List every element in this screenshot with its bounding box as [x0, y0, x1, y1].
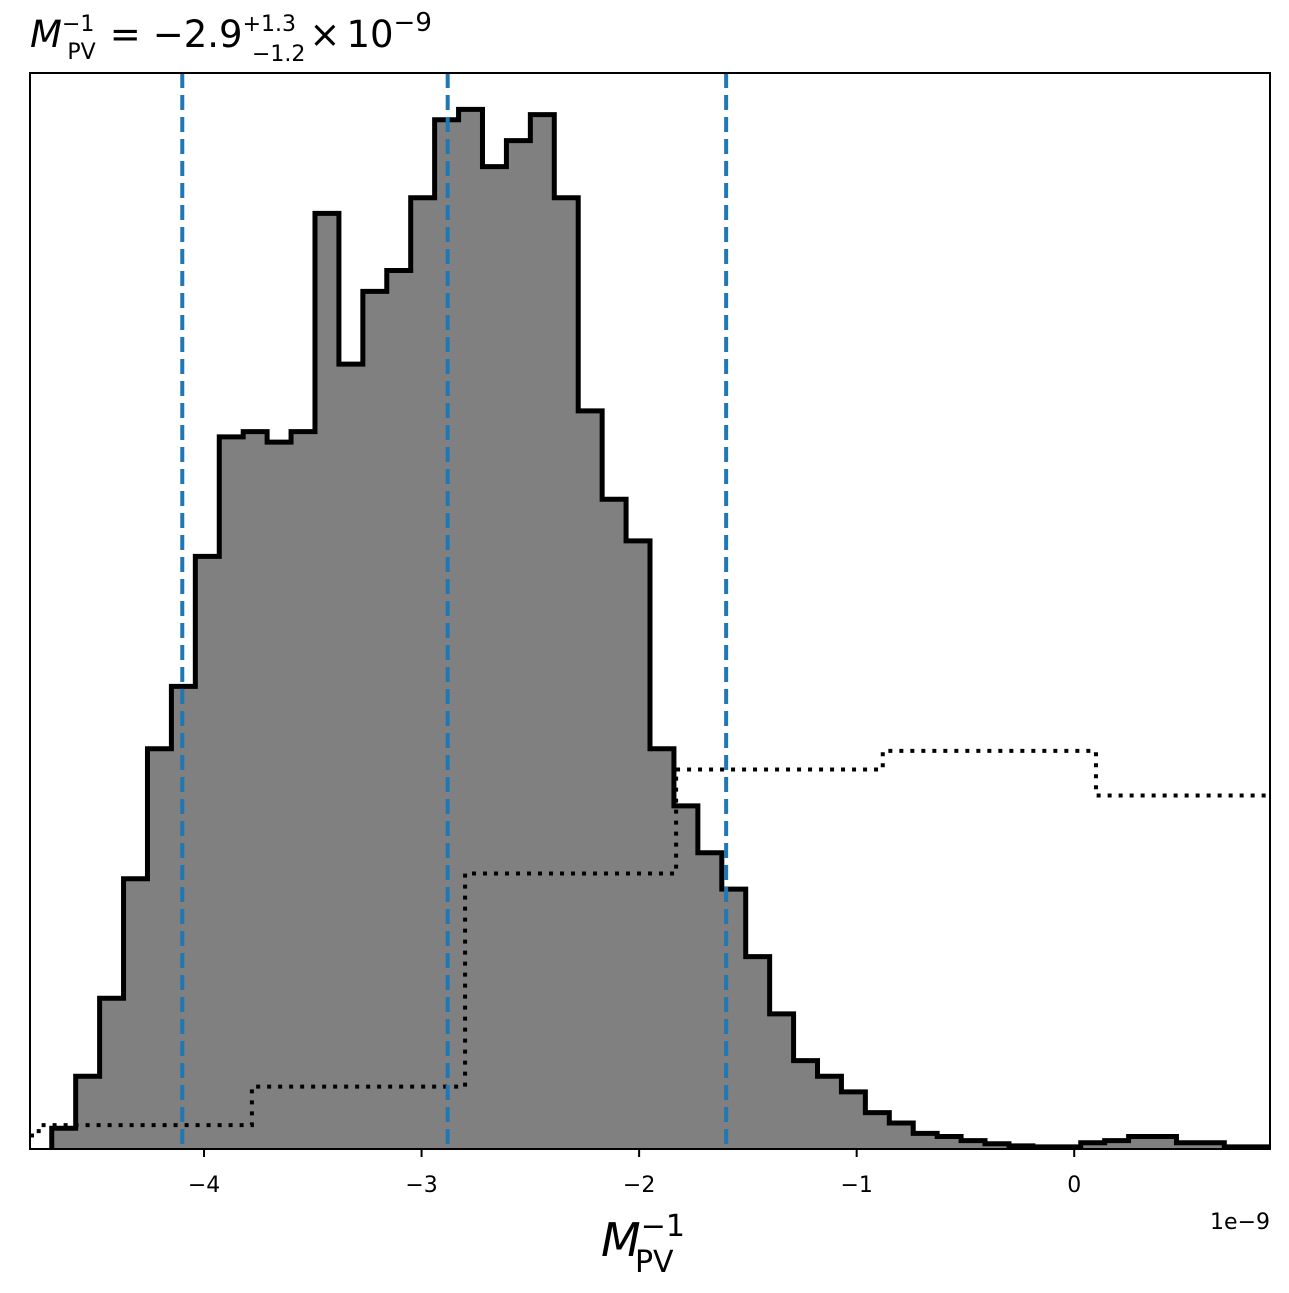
title-times: × — [309, 13, 340, 56]
posterior-bar — [602, 499, 627, 1149]
title-equals: = — [110, 13, 141, 56]
posterior-bar — [745, 956, 771, 1149]
posterior-bar — [841, 1091, 866, 1149]
posterior-bar — [291, 431, 316, 1149]
title-symbol-superscript: −1 — [62, 12, 94, 37]
posterior-bar — [147, 748, 172, 1149]
posterior-bar — [626, 540, 651, 1149]
posterior-bar — [243, 431, 268, 1149]
posterior-step-outline — [49, 106, 1270, 1149]
title-symbol: M — [30, 13, 62, 56]
chart-title: M−1 PV = −2.9+1.3 −1.2 × 10−9 — [30, 8, 432, 67]
posterior-bar — [554, 197, 579, 1149]
plot-area: −4 −3 −2 −1 0 — [29, 72, 1271, 1198]
posterior-bar — [1152, 1136, 1177, 1149]
posterior-bar — [697, 852, 723, 1149]
posterior-bar — [195, 556, 220, 1149]
posterior-bar — [769, 1013, 795, 1149]
xlabel-superscript: −1 — [641, 1209, 685, 1244]
x-tick-label: 0 — [1067, 1173, 1081, 1198]
posterior-bar — [482, 166, 507, 1149]
title-exponent-base: 10 — [346, 13, 393, 56]
posterior-bar — [961, 1140, 986, 1149]
title-exponent-power: −9 — [394, 8, 432, 38]
posterior-bar — [267, 442, 292, 1149]
xlabel-symbol: M — [601, 1213, 641, 1267]
posterior-bar — [865, 1112, 890, 1149]
posterior-bar — [506, 140, 531, 1149]
posterior-bar — [75, 1076, 101, 1149]
title-symbol-subscript: PV — [67, 40, 95, 65]
posterior-bar — [51, 1128, 77, 1149]
x-axis-label: M−1 PV — [601, 1209, 685, 1280]
posterior-bar — [458, 109, 483, 1149]
posterior-bar — [314, 213, 340, 1149]
posterior-bar — [793, 1060, 819, 1149]
posterior-bar — [913, 1133, 938, 1149]
posterior-bar — [889, 1123, 914, 1149]
axes-frame — [29, 72, 1271, 1150]
posterior-bar — [817, 1076, 842, 1149]
posterior-bar — [219, 436, 244, 1149]
posterior-bar — [937, 1136, 962, 1149]
posterior-bar — [362, 291, 388, 1149]
posterior-bar — [386, 270, 412, 1149]
x-tick-label: −3 — [405, 1173, 437, 1198]
title-value: −2.9 — [153, 13, 243, 56]
posterior-bar — [410, 197, 436, 1149]
title-plus-error: +1.3 — [243, 12, 296, 37]
posterior-bars — [51, 109, 1270, 1149]
xlabel-subscript: PV — [635, 1245, 674, 1280]
posterior-bar — [1176, 1142, 1201, 1149]
posterior-bar — [1128, 1136, 1154, 1149]
posterior-bar — [338, 364, 364, 1149]
posterior-bar — [1104, 1140, 1130, 1149]
posterior-bar — [578, 410, 603, 1149]
x-tick-label: −2 — [623, 1173, 655, 1198]
title-minus-error: −1.2 — [252, 42, 305, 67]
posterior-bar — [1080, 1142, 1106, 1149]
x-tick-label: −1 — [840, 1173, 872, 1198]
posterior-bar — [985, 1143, 1010, 1149]
posterior-bar — [123, 878, 148, 1149]
posterior-bar — [530, 114, 555, 1149]
posterior-bar — [1200, 1142, 1225, 1149]
posterior-bar — [650, 748, 675, 1149]
x-tick-label: −4 — [188, 1173, 220, 1198]
posterior-bar — [673, 805, 699, 1149]
x-axis-offset-text: 1e−9 — [1210, 1210, 1270, 1235]
